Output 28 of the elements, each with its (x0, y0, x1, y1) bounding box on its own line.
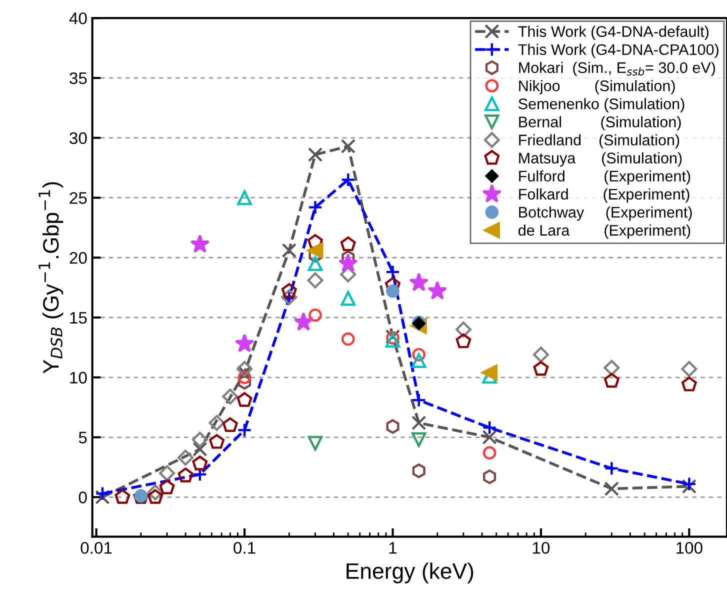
legend-label: Folkard (Experiment) (519, 188, 690, 203)
legend-label: de Lara (Experiment) (518, 224, 690, 239)
y-axis-title: Y$_{DSB}$ (Gy$^{−1}$.Gbp$^{−1}$) (38, 182, 64, 374)
legend-label: This Work (G4-DNA-CPA100) (518, 44, 718, 58)
legend-label: Botchway (Experiment) (519, 206, 692, 221)
x-tick-label: 0.01 (80, 542, 112, 554)
y-tick-label: 25 (70, 192, 87, 204)
legend-label: Bernal (Simulation) (519, 116, 681, 130)
y-tick-label: 35 (70, 72, 87, 84)
y-tick-label: 40 (69, 12, 87, 24)
legend-label: Matsuya (Simulation) (519, 152, 682, 167)
legend-label: Friedland (Simulation) (519, 134, 680, 148)
legend-label: This Work (G4-DNA-default) (518, 26, 709, 40)
y-tick-label: 20 (70, 252, 87, 264)
legend-label: Fulford (Experiment) (519, 170, 690, 185)
x-tick-label: 100 (676, 542, 702, 554)
y-tick-label: 30 (70, 132, 87, 144)
y-tick-label: 5 (78, 432, 87, 444)
legend-label: Mokari (Sim., E$_{ssb}$= 30.0 eV) (519, 62, 715, 76)
x-axis-title: Energy (keV) (346, 562, 474, 584)
x-tick-label: 10 (532, 542, 550, 554)
legend-label: Semenenko (Simulation) (518, 98, 684, 112)
x-tick-label: 1 (389, 542, 397, 554)
y-tick-label: 10 (70, 372, 87, 384)
legend-label: Nikjoo (Simulation) (519, 80, 675, 94)
x-tick-label: 0.1 (234, 542, 256, 554)
y-tick-label: 0 (78, 492, 87, 504)
y-tick-label: 15 (70, 312, 87, 324)
